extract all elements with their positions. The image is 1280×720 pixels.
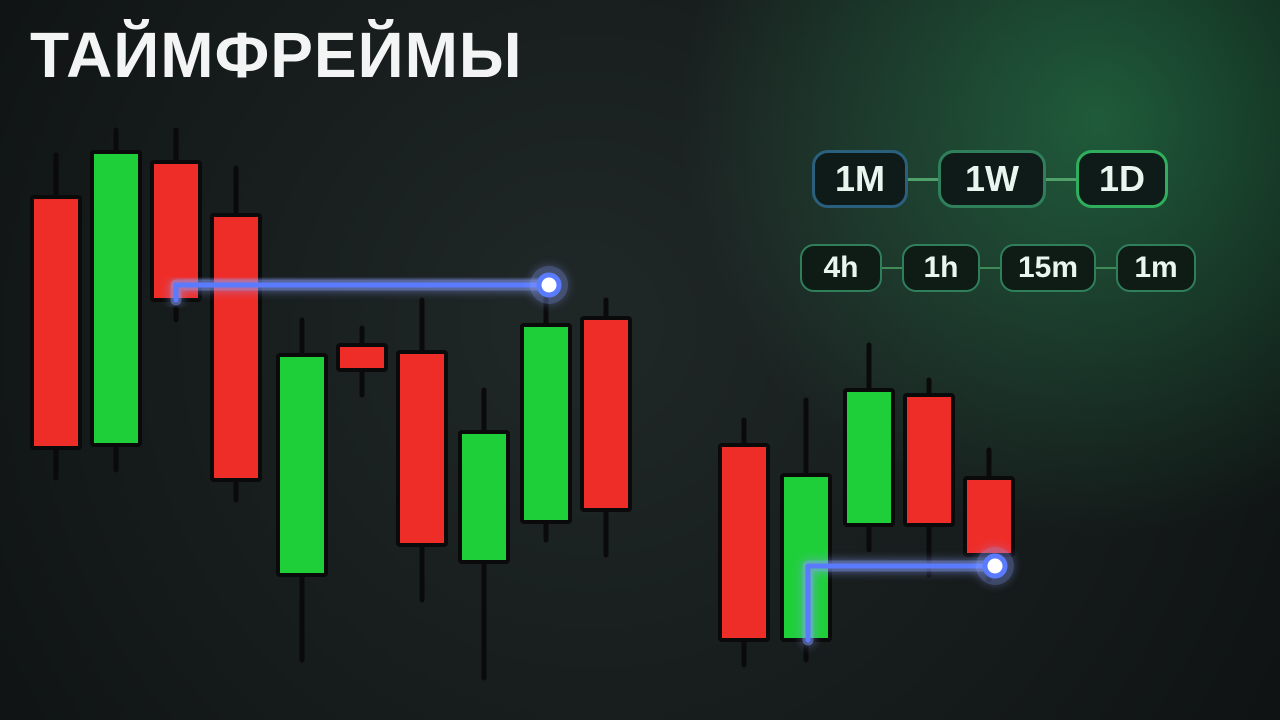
candle: [460, 390, 508, 678]
candle: [92, 130, 140, 470]
candle: [845, 345, 893, 550]
candle: [398, 300, 446, 600]
candlestick-chart: [0, 0, 1280, 720]
candle: [32, 155, 80, 478]
candle: [212, 168, 260, 500]
highlight-line: [808, 566, 995, 640]
highlight-marker: [539, 275, 559, 295]
candle: [582, 300, 630, 555]
highlight-line-glow: [808, 566, 995, 640]
candle: [522, 290, 570, 540]
candle: [905, 380, 953, 575]
candle: [278, 320, 326, 660]
highlight-marker: [985, 556, 1005, 576]
infographic-root: ТАЙМФРЕЙМЫ 1M1W1D 4h1h15m1m: [0, 0, 1280, 720]
candle: [338, 328, 386, 395]
candle: [720, 420, 768, 665]
